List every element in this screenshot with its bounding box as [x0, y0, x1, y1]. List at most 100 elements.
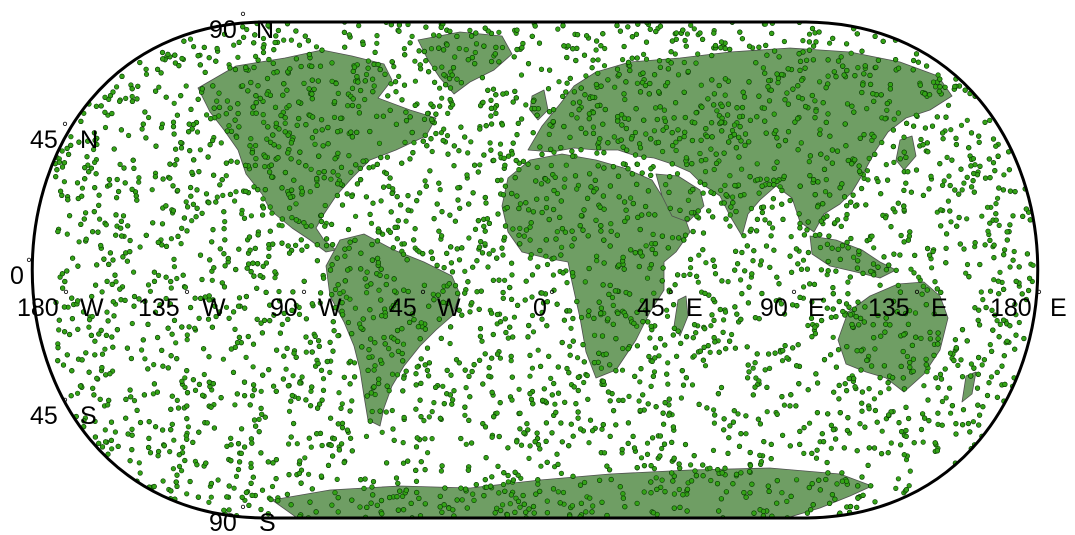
- scatter-point: [482, 351, 488, 357]
- scatter-point: [400, 493, 406, 500]
- scatter-point: [510, 140, 516, 146]
- scatter-point: [331, 114, 338, 120]
- scatter-point: [356, 23, 362, 29]
- scatter-point: [483, 455, 489, 461]
- scatter-point: [550, 272, 557, 278]
- scatter-point: [538, 66, 545, 72]
- scatter-point: [183, 199, 189, 205]
- scatter-point: [940, 136, 946, 142]
- scatter-point: [357, 504, 363, 510]
- scatter-point: [131, 398, 138, 404]
- scatter-point: [387, 107, 393, 113]
- scatter-point: [597, 136, 603, 142]
- scatter-point: [935, 341, 941, 347]
- scatter-point: [534, 430, 540, 436]
- scatter-point: [124, 345, 130, 351]
- scatter-point: [105, 402, 111, 408]
- scatter-point: [581, 479, 588, 486]
- scatter-point: [146, 114, 152, 121]
- scatter-point: [521, 233, 527, 239]
- scatter-point: [610, 408, 617, 414]
- scatter-point: [335, 509, 341, 515]
- scatter-point: [438, 130, 445, 136]
- scatter-point: [140, 121, 146, 127]
- scatter-point: [403, 368, 409, 374]
- scatter-point: [775, 79, 781, 86]
- scatter-point: [356, 110, 363, 116]
- scatter-point: [272, 275, 278, 281]
- scatter-point: [828, 445, 834, 451]
- scatter-point: [349, 448, 355, 454]
- scatter-point: [964, 117, 970, 123]
- scatter-point: [465, 150, 471, 156]
- scatter-point: [251, 387, 257, 393]
- scatter-point: [189, 218, 195, 224]
- scatter-point: [174, 472, 180, 478]
- scatter-point: [1016, 319, 1022, 326]
- scatter-point: [160, 478, 166, 484]
- scatter-point: [183, 83, 189, 89]
- scatter-point: [886, 386, 892, 392]
- scatter-point: [502, 183, 509, 189]
- scatter-point: [53, 174, 59, 180]
- scatter-point: [399, 326, 405, 332]
- scatter-point: [69, 295, 75, 301]
- scatter-point: [173, 340, 179, 346]
- scatter-point: [676, 486, 682, 493]
- scatter-point: [657, 433, 664, 439]
- scatter-point: [663, 182, 669, 188]
- scatter-point: [943, 245, 949, 251]
- scatter-point: [98, 103, 104, 109]
- scatter-point: [978, 289, 984, 295]
- scatter-point: [109, 446, 115, 452]
- scatter-point: [468, 139, 474, 145]
- scatter-point: [226, 123, 232, 129]
- scatter-point: [428, 101, 434, 107]
- scatter-point: [710, 447, 717, 454]
- scatter-point: [253, 156, 259, 162]
- scatter-point: [171, 100, 177, 106]
- south-america-landmass: [325, 233, 461, 427]
- scatter-point: [260, 196, 266, 202]
- scatter-point: [472, 49, 478, 56]
- scatter-point: [282, 120, 288, 126]
- scatter-point: [156, 272, 162, 279]
- scatter-point: [691, 322, 698, 328]
- scatter-point: [235, 54, 241, 60]
- scatter-point: [901, 187, 907, 193]
- scatter-point: [350, 68, 356, 74]
- scatter-point: [207, 257, 213, 263]
- scatter-point: [160, 427, 166, 433]
- scatter-point: [290, 373, 296, 379]
- scatter-point: [220, 192, 226, 198]
- scatter-point: [464, 172, 470, 178]
- scatter-point: [402, 139, 408, 145]
- scatter-point: [189, 169, 195, 175]
- scatter-point: [754, 177, 761, 183]
- scatter-point: [976, 133, 982, 139]
- scatter-point: [738, 166, 745, 172]
- scatter-point: [711, 317, 717, 324]
- scatter-point: [980, 297, 986, 303]
- scatter-point: [276, 144, 282, 150]
- scatter-point: [367, 307, 373, 313]
- scatter-point: [779, 358, 786, 364]
- scatter-point: [661, 107, 668, 113]
- scatter-point: [500, 481, 507, 488]
- antarctica-landmass: [271, 467, 873, 518]
- scatter-point: [681, 134, 687, 140]
- scatter-point: [391, 63, 397, 70]
- scatter-point: [659, 445, 665, 452]
- scatter-point: [997, 269, 1003, 275]
- scatter-point: [118, 225, 124, 231]
- scatter-point: [832, 496, 838, 502]
- scatter-point: [438, 24, 444, 31]
- scatter-point: [502, 277, 508, 283]
- scatter-point: [689, 137, 696, 144]
- scatter-point: [386, 346, 392, 352]
- scatter-point: [722, 182, 728, 188]
- scatter-point: [568, 325, 574, 331]
- scatter-point: [187, 148, 193, 154]
- scatter-point: [233, 189, 239, 195]
